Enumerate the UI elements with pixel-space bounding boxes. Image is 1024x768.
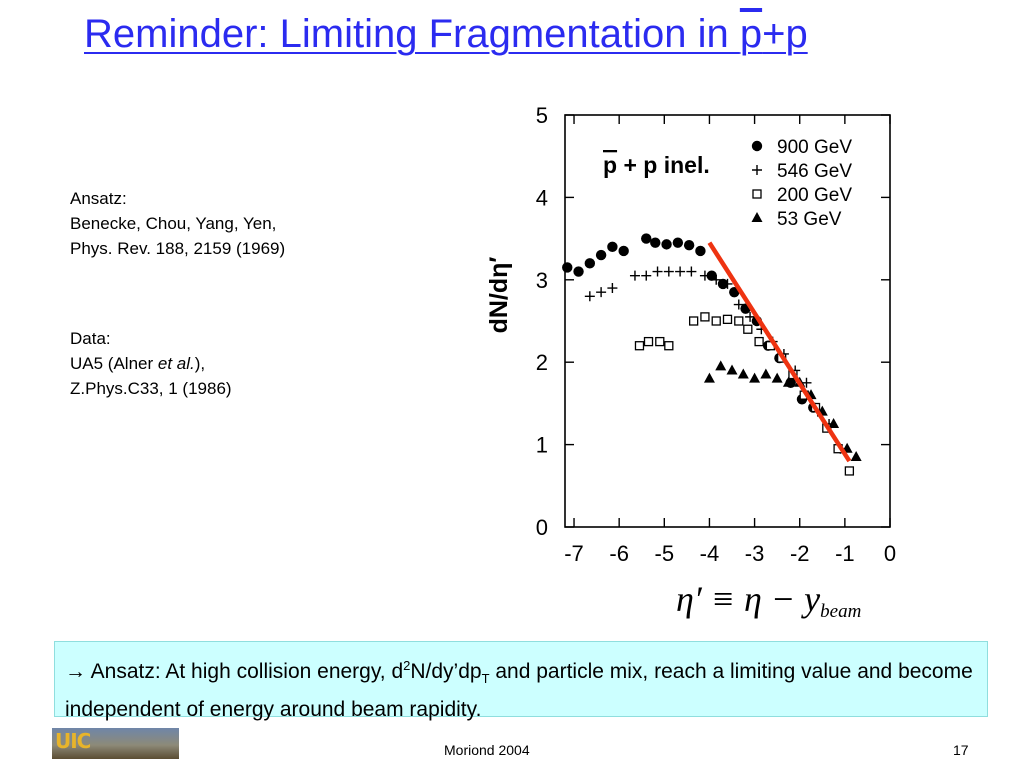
data-point — [607, 283, 618, 294]
data-point — [700, 312, 710, 322]
data-point — [801, 377, 812, 388]
data-point — [618, 245, 629, 257]
data-point — [650, 237, 661, 248]
data-point — [754, 336, 764, 347]
dndeta-chart: -7 -6 -5 -4 -3 -2 -1 0 0 1 2 3 4 5 900 GeV 546 GeV 200 … — [485, 103, 896, 566]
data-point — [737, 368, 749, 379]
data-ref-line: Z.Phys.C33, 1 (1986) — [70, 379, 232, 398]
legend-label: 53 GeV — [777, 209, 842, 230]
data-point — [634, 341, 645, 351]
data-point — [643, 336, 654, 347]
legend-marker — [751, 140, 763, 152]
chart-annotation: p + p inel. — [603, 152, 710, 178]
data-point — [663, 266, 674, 277]
x-tick-label: -2 — [790, 541, 810, 566]
data-point — [655, 336, 665, 347]
data-point — [584, 291, 595, 302]
data-point — [722, 278, 733, 289]
y-tick-label: 3 — [536, 268, 548, 293]
data-point — [595, 249, 607, 261]
data-point — [771, 372, 783, 383]
data-point — [699, 270, 710, 281]
data-point — [641, 233, 652, 244]
x-tick-label: -7 — [564, 541, 584, 566]
data-point — [734, 316, 744, 326]
data-point — [733, 299, 744, 310]
data-ref-line: UA5 (Alner et al.), — [70, 354, 206, 373]
data-point — [661, 239, 672, 250]
data-point — [573, 266, 584, 277]
data-point — [782, 376, 794, 387]
legend-marker — [751, 212, 763, 222]
pbar-symbol: p — [739, 12, 763, 56]
data-point — [672, 237, 684, 248]
data-point — [703, 372, 715, 383]
x-tick-label: -1 — [835, 541, 855, 566]
legend-label: 200 GeV — [777, 185, 852, 206]
legend-marker — [752, 189, 762, 199]
legend-label: 546 GeV — [777, 161, 852, 182]
data-point — [743, 324, 753, 334]
data-point — [828, 418, 840, 428]
data-point — [584, 258, 596, 269]
data-point — [760, 368, 772, 379]
data-point — [749, 372, 761, 383]
x-tick-label: -4 — [700, 541, 720, 566]
slide-title: Reminder: Limiting Fragmentation in p+p — [84, 12, 808, 56]
data-point — [641, 270, 652, 281]
plot-frame — [564, 114, 891, 528]
y-tick-label: 4 — [536, 185, 548, 210]
data-point — [722, 314, 733, 325]
data-point — [607, 241, 618, 253]
footer-conference: Moriond 2004 — [444, 742, 530, 758]
data-point — [706, 270, 717, 281]
data-reference: Data: UA5 (Alner et al.), Z.Phys.C33, 1 … — [70, 326, 232, 401]
eta-prime-formula: η′ ≡ η − ybeam — [676, 579, 862, 622]
data-point — [715, 360, 727, 371]
data-point — [652, 266, 663, 277]
data-point — [711, 274, 722, 285]
data-point — [695, 245, 706, 257]
y-tick-label: 2 — [536, 350, 548, 375]
x-tick-label: 0 — [884, 541, 896, 566]
data-point — [562, 262, 573, 273]
ansatz-line: Benecke, Chou, Yang, Yen, — [70, 214, 277, 233]
uic-logo: UIC — [52, 728, 179, 759]
y-axis-label: dN/dη′ — [485, 257, 513, 334]
page-number: 17 — [953, 742, 969, 758]
data-point — [850, 450, 862, 461]
conclusion-box: → Ansatz: At high collision energy, d2N/… — [54, 641, 988, 721]
fit-line — [707, 241, 852, 463]
ansatz-reference: Ansatz: Benecke, Chou, Yang, Yen, Phys. … — [70, 186, 285, 261]
data-point — [686, 266, 697, 277]
arrow-icon: → — [65, 660, 86, 683]
data-point — [726, 364, 738, 375]
data-point — [664, 341, 674, 351]
y-tick-label: 1 — [536, 433, 548, 458]
data-point — [745, 311, 756, 322]
data-point — [596, 287, 607, 298]
data-point — [711, 316, 721, 326]
data-point — [629, 270, 640, 281]
legend-label: 900 GeV — [777, 137, 852, 158]
data-point — [844, 466, 855, 476]
data-point — [688, 316, 699, 326]
y-tick-label: 5 — [536, 103, 548, 128]
data-point — [675, 266, 686, 277]
legend-marker — [752, 165, 762, 175]
data-label: Data: — [70, 329, 111, 348]
x-tick-label: -3 — [745, 541, 765, 566]
x-tick-label: -5 — [655, 541, 675, 566]
x-tick-label: -6 — [609, 541, 629, 566]
data-point — [683, 239, 695, 251]
ansatz-line: Ansatz: — [70, 189, 127, 208]
y-tick-label: 0 — [536, 515, 548, 540]
ansatz-line: Phys. Rev. 188, 2159 (1969) — [70, 239, 286, 258]
